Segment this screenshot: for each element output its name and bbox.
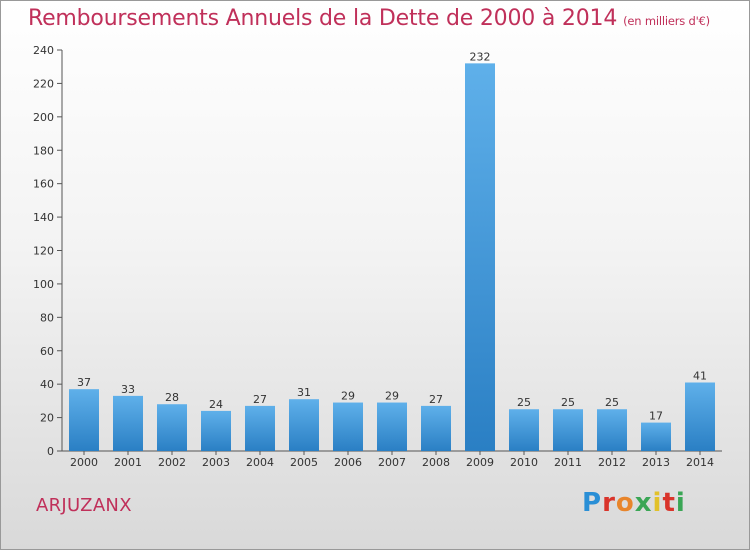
data-label: 31 (297, 386, 311, 399)
bar (69, 389, 99, 451)
bar (245, 405, 275, 451)
data-label: 232 (470, 50, 491, 63)
x-tick-label: 2014 (686, 456, 714, 469)
x-tick-label: 2003 (202, 456, 230, 469)
x-tick-label: 2009 (466, 456, 494, 469)
bar (289, 399, 319, 451)
x-tick-label: 2001 (114, 456, 142, 469)
bar (113, 395, 143, 451)
y-tick-label: 80 (40, 311, 54, 324)
data-label: 25 (561, 396, 575, 409)
data-label: 27 (429, 393, 443, 406)
x-tick-label: 2004 (246, 456, 274, 469)
y-tick-label: 180 (33, 144, 54, 157)
data-label: 28 (165, 391, 179, 404)
commune-name: ARJUZANX (36, 495, 132, 516)
x-tick-label: 2008 (422, 456, 450, 469)
chart-title-text: Remboursements Annuels de la Dette de 20… (28, 6, 618, 31)
data-label: 29 (341, 390, 355, 403)
data-label: 41 (693, 369, 707, 382)
bar (201, 410, 231, 451)
bar (157, 404, 187, 451)
x-tick-label: 2012 (598, 456, 626, 469)
y-tick-label: 40 (40, 378, 54, 391)
bar (641, 422, 671, 451)
y-tick-label: 0 (47, 445, 54, 458)
y-tick-label: 120 (33, 245, 54, 258)
y-tick-label: 200 (33, 111, 54, 124)
y-tick-label: 160 (33, 178, 54, 191)
x-tick-label: 2000 (70, 456, 98, 469)
data-label: 17 (649, 410, 663, 423)
x-tick-label: 2006 (334, 456, 362, 469)
proxiti-logo: Proxiti (582, 488, 686, 518)
data-label: 25 (517, 396, 531, 409)
chart-bars (69, 63, 715, 451)
x-tick-label: 2013 (642, 456, 670, 469)
x-tick-label: 2002 (158, 456, 186, 469)
bar (685, 382, 715, 451)
data-label: 29 (385, 390, 399, 403)
x-tick-label: 2005 (290, 456, 318, 469)
data-label: 27 (253, 393, 267, 406)
y-tick-label: 140 (33, 211, 54, 224)
data-label: 37 (77, 376, 91, 389)
chart-labels: 2000 37 2001 33 2002 28 2003 24 2004 27 2005 31 2006… (70, 50, 714, 469)
chart-title: Remboursements Annuels de la Dette de 20… (28, 6, 710, 31)
bar (509, 409, 539, 451)
bar (597, 409, 627, 451)
y-tick-label: 220 (33, 77, 54, 90)
bar (553, 409, 583, 451)
y-tick-label: 240 (33, 44, 54, 57)
bar (377, 402, 407, 451)
bar (421, 405, 451, 451)
x-tick-label: 2007 (378, 456, 406, 469)
y-tick-label: 60 (40, 345, 54, 358)
data-label: 24 (209, 398, 223, 411)
x-tick-label: 2010 (510, 456, 538, 469)
chart-subtitle: (en milliers d'€) (623, 14, 710, 28)
x-tick-label: 2011 (554, 456, 582, 469)
data-label: 33 (121, 383, 135, 396)
y-tick-label: 100 (33, 278, 54, 291)
bar (333, 402, 363, 451)
data-label: 25 (605, 396, 619, 409)
bar (465, 63, 495, 451)
y-tick-label: 20 (40, 412, 54, 425)
